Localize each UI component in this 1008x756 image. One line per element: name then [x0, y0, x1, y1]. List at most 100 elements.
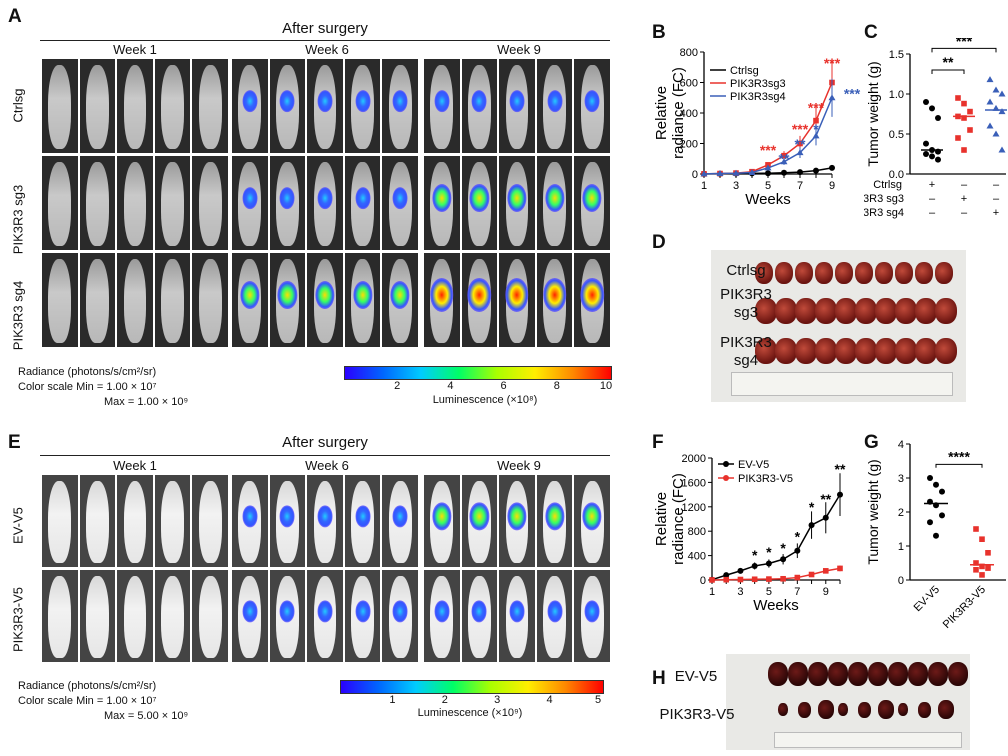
data-point [709, 577, 715, 583]
tumor [775, 262, 793, 284]
panel-label-g: G [864, 432, 879, 453]
luminescence-signal [582, 502, 602, 531]
mouse [499, 475, 535, 567]
panel-a-row-sg3: PIK3R3 sg3 [10, 184, 26, 255]
mouse [42, 59, 78, 153]
mouse [344, 253, 381, 347]
mouse [192, 59, 228, 153]
data-point [737, 567, 744, 574]
tumor [838, 703, 848, 716]
panel-e-week-1: Week 1 [113, 458, 157, 473]
tumor [795, 262, 813, 284]
panel-a-week-9: Week 9 [497, 42, 541, 57]
x-tick-label: 7 [797, 180, 803, 192]
data-point [723, 572, 730, 579]
y-tick-label: 3 [898, 473, 904, 485]
panel-e-colorbar [340, 680, 604, 694]
tumor [795, 338, 817, 364]
tumor [888, 662, 908, 686]
mouse [42, 253, 78, 347]
y-tick-label: 200 [680, 139, 698, 151]
mouse [461, 59, 498, 153]
sig-bracket [935, 463, 983, 468]
data-point [829, 164, 835, 171]
panel-d-row-ctrlsg: Ctrlsg [726, 262, 766, 279]
tumor [938, 700, 954, 719]
tumor [815, 262, 833, 284]
tumor [788, 662, 808, 686]
panel-d-photo [711, 250, 966, 402]
y-tick-label: 2000 [682, 453, 706, 465]
mouse [232, 570, 268, 662]
panel-a-scale-min: Color scale Min = 1.00 × 10⁷ [18, 381, 157, 393]
mouse [192, 253, 228, 347]
mouse [117, 156, 153, 250]
panel-h-photo [726, 654, 970, 750]
data-point [813, 117, 819, 124]
y-tick-label: 1.5 [889, 49, 904, 61]
tumor [815, 338, 837, 364]
mouse [192, 156, 228, 250]
x-tick-label: 5 [765, 180, 771, 192]
panel-label-c: C [864, 22, 878, 43]
tumor [875, 298, 897, 324]
tumor [948, 662, 968, 686]
tumor [908, 662, 928, 686]
category-label: PIK3R3-V5 [941, 584, 988, 631]
luminescence-signal [317, 187, 333, 210]
luminescence-signal [279, 187, 295, 210]
x-tick-label: 7 [794, 586, 800, 598]
chart-c: 0.0 0.5 1.0 1.5 Tumor weight (g) ***** Ctrlsg +… [864, 38, 1007, 219]
mouse [424, 156, 460, 250]
data-point [986, 98, 994, 105]
group-matrix-cell: – [993, 193, 1000, 205]
tumor [895, 262, 913, 284]
mouse [154, 156, 191, 250]
panel-d-row-sg4: PIK3R3 sg4 [720, 334, 772, 369]
mouse [536, 156, 573, 250]
data-point [986, 76, 994, 83]
mouse [154, 253, 191, 347]
significance-label-side: *** [844, 86, 861, 102]
mouse [536, 59, 573, 153]
legend-entry: Ctrlsg [730, 65, 759, 77]
mouse [232, 475, 268, 567]
panel-a-colorbar-label: Luminescence (×10⁸) [432, 394, 538, 406]
data-point [967, 127, 973, 133]
x-tick-label: 9 [829, 180, 835, 192]
luminescence-signal [279, 90, 295, 113]
luminescence-signal [317, 90, 333, 113]
mouse [424, 570, 460, 662]
data-point [955, 95, 961, 101]
legend-entry: PIK3R3sg4 [730, 91, 786, 103]
y-tick-label: 800 [680, 47, 698, 59]
tumor [935, 338, 957, 364]
tumor [875, 262, 893, 284]
mouse [574, 253, 610, 347]
mouse [154, 570, 191, 662]
luminescence-signal [469, 502, 489, 531]
tumor [878, 700, 894, 719]
data-point [781, 152, 787, 159]
mouse [536, 570, 573, 662]
luminescence-signal [434, 600, 450, 623]
mouse [232, 59, 268, 153]
mouse [344, 156, 381, 250]
panel-e-scale-max: Max = 5.00 × 10⁹ [104, 710, 189, 722]
luminescence-signal [509, 90, 525, 113]
data-point [979, 536, 985, 542]
mouse [269, 475, 306, 567]
luminescence-signal [469, 184, 489, 213]
y-tick-label: 1.0 [889, 89, 904, 101]
sig-bracket [931, 69, 965, 74]
tumor [835, 338, 857, 364]
mouse [382, 156, 418, 250]
mouse [307, 156, 343, 250]
panel-a-header: After surgery [282, 20, 368, 37]
luminescence-signal [547, 90, 563, 113]
colorbar-tick: 2 [394, 380, 401, 392]
panel-label-a: A [8, 6, 22, 27]
chart-b: 0 200 400 600 800 1 3 5 7 9 Weeks Relativeradiance … [653, 47, 861, 208]
panel-label-e: E [8, 432, 21, 453]
